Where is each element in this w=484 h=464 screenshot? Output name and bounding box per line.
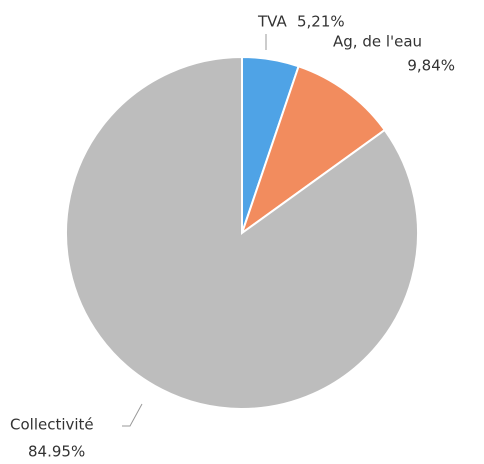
leader-line xyxy=(122,403,143,427)
pie-slice xyxy=(240,65,387,236)
slice-label: Collectivité xyxy=(10,416,94,434)
slice-value-label: 9,84% xyxy=(407,57,455,75)
slice-label: Ag, de l'eau xyxy=(333,33,422,51)
slice-value-label: 5,21% xyxy=(297,13,345,31)
slice-value-label: 84.95% xyxy=(28,443,85,461)
slice-label: TVA xyxy=(257,13,287,31)
pie-slice xyxy=(64,55,419,410)
